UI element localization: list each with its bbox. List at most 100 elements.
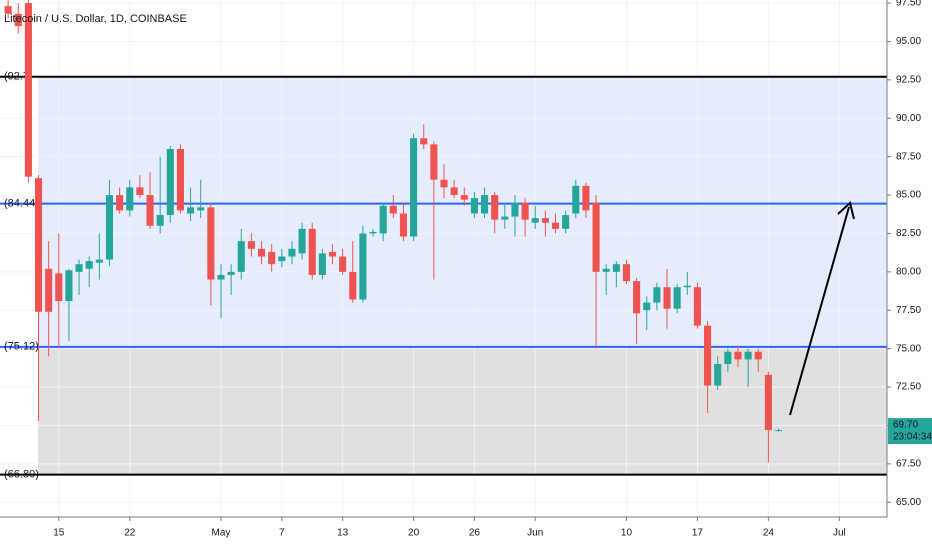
candle-body bbox=[693, 287, 701, 326]
zone bbox=[38, 76, 887, 204]
x-tick-label: May bbox=[212, 528, 231, 539]
candle-body bbox=[612, 264, 620, 272]
candle-body bbox=[602, 268, 610, 272]
candle-body bbox=[328, 251, 337, 257]
candle-body bbox=[339, 256, 347, 272]
level-label: (84.44) bbox=[4, 198, 39, 210]
x-tick-label: 7 bbox=[279, 528, 285, 539]
price-axis-bg bbox=[887, 0, 932, 550]
zone bbox=[38, 203, 887, 347]
candle-body bbox=[369, 231, 377, 234]
candle-body bbox=[85, 261, 93, 269]
level-label: (92.7 bbox=[4, 71, 29, 83]
candle-body bbox=[75, 264, 83, 272]
candle-body bbox=[318, 253, 326, 275]
candle-body bbox=[724, 351, 732, 365]
candle-body bbox=[197, 207, 205, 211]
arrow-head bbox=[837, 201, 855, 220]
x-tick-label: 20 bbox=[408, 528, 420, 539]
y-tick-label: 72.50 bbox=[896, 382, 921, 393]
x-tick-label: 24 bbox=[763, 528, 775, 539]
candle-body bbox=[714, 364, 722, 386]
candle-body bbox=[704, 325, 712, 386]
y-tick-label: 97.50 bbox=[896, 0, 921, 9]
candle-body bbox=[440, 179, 448, 188]
candle-body bbox=[633, 281, 641, 314]
candle-body bbox=[491, 195, 499, 220]
candle-body bbox=[24, 3, 32, 177]
candle-body bbox=[4, 6, 12, 14]
candle-body bbox=[774, 430, 783, 432]
candle-body bbox=[247, 241, 255, 249]
x-tick-label: 22 bbox=[124, 528, 136, 539]
y-tick-label: 77.50 bbox=[896, 305, 921, 316]
candle-body bbox=[673, 287, 681, 309]
arrow-shaft bbox=[789, 206, 850, 416]
candle-body bbox=[227, 271, 235, 275]
y-tick-label: 80.00 bbox=[896, 267, 921, 278]
candle-body bbox=[653, 287, 661, 303]
candle-body bbox=[45, 268, 53, 312]
candle-body bbox=[95, 259, 103, 263]
y-tick-label: 87.50 bbox=[896, 151, 921, 162]
candle-body bbox=[278, 256, 286, 262]
candle-body bbox=[55, 273, 63, 302]
candle-body bbox=[14, 13, 22, 27]
candle-body bbox=[531, 218, 539, 223]
candle-body bbox=[156, 215, 164, 226]
y-tick-label: 65.00 bbox=[896, 497, 921, 508]
y-tick-label: 92.50 bbox=[896, 75, 921, 86]
candle-body bbox=[410, 138, 418, 237]
candle-body bbox=[764, 374, 772, 431]
candle-body bbox=[521, 202, 529, 220]
candle-body bbox=[288, 248, 296, 257]
candle-body bbox=[572, 185, 580, 214]
candle-body bbox=[551, 222, 560, 229]
candle-body bbox=[136, 187, 144, 196]
y-tick-label: 67.50 bbox=[896, 458, 921, 469]
level-label: (75.12) bbox=[4, 341, 39, 353]
candle-body bbox=[420, 138, 428, 145]
candle-body bbox=[34, 178, 43, 312]
candle-body bbox=[501, 216, 509, 220]
y-tick-label: 90.00 bbox=[896, 113, 921, 124]
level-label: (66.80) bbox=[4, 469, 39, 481]
candle-body bbox=[734, 351, 742, 360]
candle-body bbox=[359, 233, 367, 300]
candle-body bbox=[207, 207, 215, 280]
x-tick-label: 17 bbox=[692, 528, 704, 539]
candle-body bbox=[683, 285, 691, 288]
y-tick-label: 95.00 bbox=[896, 36, 921, 47]
y-tick-label: 82.50 bbox=[896, 228, 921, 239]
candle-body bbox=[430, 144, 438, 180]
x-tick-label: 15 bbox=[53, 528, 65, 539]
time-axis-bg bbox=[0, 517, 932, 550]
candle-body bbox=[460, 195, 468, 200]
candle-body bbox=[744, 351, 752, 360]
candle-body bbox=[126, 187, 134, 211]
last-price-box bbox=[888, 418, 932, 445]
candle-body bbox=[105, 195, 114, 260]
candle-body bbox=[349, 271, 357, 300]
candle-body bbox=[379, 205, 387, 234]
candle-body bbox=[65, 270, 73, 302]
candle-body bbox=[217, 274, 225, 280]
candle-body bbox=[622, 264, 631, 282]
candle-body bbox=[166, 148, 174, 216]
x-tick-label: 10 bbox=[621, 528, 633, 539]
candle-body bbox=[643, 302, 651, 311]
arrow bbox=[789, 201, 855, 416]
candle-body bbox=[511, 202, 519, 217]
last-price-label: 69.70 bbox=[893, 420, 918, 431]
candle-body bbox=[116, 195, 124, 211]
candle-body bbox=[389, 205, 397, 214]
zones bbox=[38, 76, 887, 475]
candle-body bbox=[562, 215, 570, 229]
candle-body bbox=[470, 198, 478, 214]
candle-body bbox=[187, 207, 195, 214]
candle-body bbox=[450, 187, 458, 196]
candle-body bbox=[592, 202, 600, 272]
